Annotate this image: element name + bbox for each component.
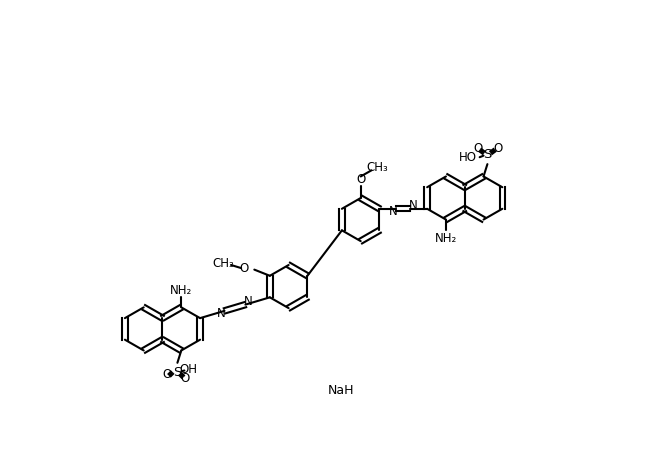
Text: N: N (217, 307, 226, 320)
Text: CH₃: CH₃ (212, 257, 234, 270)
Text: O: O (180, 372, 190, 385)
Text: NaH: NaH (328, 384, 354, 397)
Text: S: S (484, 148, 492, 162)
Text: NH₂: NH₂ (170, 284, 192, 297)
Text: N: N (389, 206, 398, 219)
Text: NH₂: NH₂ (435, 232, 457, 244)
Text: O: O (240, 262, 249, 275)
Text: N: N (244, 295, 253, 308)
Text: N: N (409, 199, 418, 212)
Text: S: S (173, 365, 182, 379)
Text: O: O (356, 173, 366, 186)
Text: CH₃: CH₃ (367, 161, 389, 174)
Text: O: O (494, 142, 503, 155)
Text: OH: OH (179, 363, 197, 376)
Text: O: O (474, 142, 483, 155)
Text: HO: HO (459, 150, 477, 164)
Text: O: O (162, 368, 171, 381)
